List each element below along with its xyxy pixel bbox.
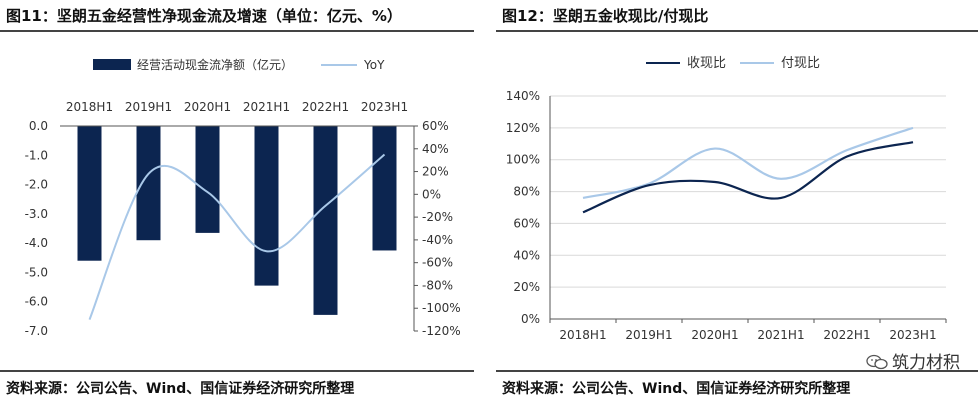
y-right-tick-label: -40% [422,233,453,247]
y-left-tick-label: -4.0 [25,236,48,250]
y-right-tick-label: -60% [422,256,453,270]
x-tick-label: 2018H1 [66,100,113,114]
x-tick-label: 2023H1 [361,100,408,114]
y-tick-label: 140% [506,89,540,103]
y-left-tick-label: -7.0 [25,324,48,338]
right-chart-source: 资料来源：公司公告、Wind、国信证券经济研究所整理 [502,381,851,397]
series-line-fuxianbi [582,126,914,200]
right-chart-title: 图12：坚朗五金收现比/付现比 [502,7,709,25]
x-tick-label: 2022H1 [823,328,870,342]
y-left-tick-label: 0.0 [29,119,48,133]
x-tick-label: 2020H1 [691,328,738,342]
bar [372,126,397,251]
x-tick-label: 2022H1 [302,100,349,114]
y-tick-label: 100% [506,153,540,167]
right-top-rule [496,30,978,32]
bar [195,126,220,233]
y-left-tick-label: -1.0 [25,148,48,162]
y-tick-label: 0% [521,312,540,326]
yoy-line [88,153,386,320]
watermark-text: 筑力材积 [892,353,960,373]
y-right-tick-label: -20% [422,210,453,224]
bar [77,126,102,261]
y-tick-label: 120% [506,121,540,135]
x-tick-label: 2018H1 [559,328,606,342]
y-left-tick-label: -5.0 [25,265,48,279]
x-tick-label: 2021H1 [757,328,804,342]
legend-swatch-bar [93,59,131,70]
y-right-tick-label: -80% [422,278,453,292]
y-left-tick-label: -3.0 [25,207,48,221]
left-chart-title: 图11：坚朗五金经营性净现金流及增速（单位：亿元、%） [6,7,402,25]
wechat-icon [866,354,888,370]
left-chart-panel: 图11：坚朗五金经营性净现金流及增速（单位：亿元、%） 经营活动现金流净额（亿元… [0,0,474,408]
watermark: 筑力材积 [866,348,960,373]
y-tick-label: 20% [513,280,540,294]
y-right-tick-label: -100% [422,301,461,315]
x-tick-label: 2020H1 [184,100,231,114]
left-bottom-rule [0,370,474,372]
x-tick-label: 2019H1 [125,100,172,114]
y-right-tick-label: 40% [422,142,449,156]
series-line-shouxianbi [582,141,914,214]
y-right-tick-label: 20% [422,165,449,179]
y-left-tick-label: -2.0 [25,178,48,192]
y-left-tick-label: -6.0 [25,295,48,309]
y-tick-label: 40% [513,248,540,262]
legend-label-bar: 经营活动现金流净额（亿元） [137,57,293,72]
y-tick-label: 60% [513,216,540,230]
bar [136,126,161,241]
y-right-tick-label: -120% [422,324,461,338]
right-bottom-rule [496,370,978,372]
bar [254,126,279,286]
y-right-tick-label: 0% [422,187,441,201]
right-chart-panel: 图12：坚朗五金收现比/付现比 收现比 付现比 140% 120% 100% 80% 60%… [496,0,978,408]
left-top-rule [0,30,474,32]
left-chart-source: 资料来源：公司公告、Wind、国信证券经济研究所整理 [6,381,355,397]
x-tick-label: 2019H1 [625,328,672,342]
bar [313,126,338,315]
left-chart: 经营活动现金流净额（亿元） YoY 2018H1 2019H1 2020H1 2021H1… [25,57,461,338]
y-tick-label: 80% [513,185,540,199]
right-chart: 收现比 付现比 140% 120% 100% 80% 60% 40% 20% 0% 2018H1 20… [506,56,947,342]
legend-label-series-1: 收现比 [687,56,726,71]
y-right-tick-label: 60% [422,119,449,133]
x-tick-label: 2021H1 [243,100,290,114]
x-tick-label: 2023H1 [889,328,936,342]
legend-label-series-2: 付现比 [781,56,820,71]
legend-label-line: YoY [363,58,385,72]
